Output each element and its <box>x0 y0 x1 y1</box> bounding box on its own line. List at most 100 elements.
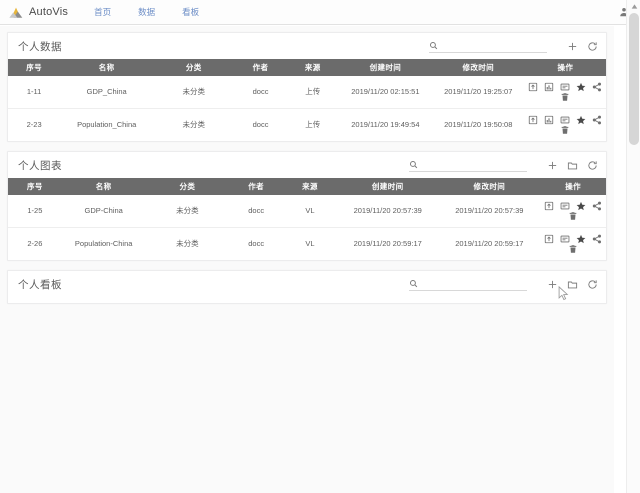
folder-button-personal-dashboard[interactable] <box>567 279 578 290</box>
upload-icon[interactable] <box>544 201 554 211</box>
section-personal-data: 个人数据 序号 名称 <box>7 32 607 142</box>
col-index: 序号 <box>8 59 61 76</box>
add-button-personal-data[interactable] <box>567 41 578 52</box>
cell-created: 2019/11/20 20:59:17 <box>353 238 422 248</box>
upload-icon[interactable] <box>528 115 538 125</box>
search-icon <box>410 280 418 288</box>
cell-index: 1-11 <box>8 76 61 109</box>
upload-icon[interactable] <box>528 82 538 92</box>
scrollbar-up-arrow[interactable] <box>627 0 640 13</box>
cell-index: 2-26 <box>27 238 43 248</box>
cell-source[interactable]: 上传 <box>305 119 321 129</box>
cell-operations <box>540 195 606 228</box>
delete-icon[interactable] <box>568 211 578 221</box>
nav-link-data[interactable]: 数据 <box>138 7 156 17</box>
bar-chart-icon[interactable] <box>544 82 554 92</box>
delete-icon[interactable] <box>568 244 578 254</box>
personal-dashboard-search[interactable] <box>409 277 527 291</box>
nav-links: 首页 数据 看板 <box>94 6 199 18</box>
personal-dashboard-search-input[interactable] <box>421 279 527 288</box>
cell-category: 未分类 <box>153 76 235 109</box>
col-category: 分类 <box>153 59 235 76</box>
table-row[interactable]: 1-25 GDP-China 未分类 docc VL 2019/11/20 20… <box>8 195 606 228</box>
section-personal-charts: 个人图表 <box>7 151 607 261</box>
section-personal-dashboard: 个人看板 <box>7 270 607 304</box>
brand[interactable]: AutoVis <box>9 6 68 19</box>
folder-button-personal-charts[interactable] <box>567 160 578 171</box>
operations-group <box>542 201 604 221</box>
personal-charts-table: 序号 名称 分类 作者 来源 创建时间 修改时间 操作 1-25 GDP-Chi… <box>8 178 606 260</box>
cell-modified: 2019/11/20 19:25:07 <box>431 76 525 109</box>
nav-link-home[interactable]: 首页 <box>94 7 112 17</box>
operations-group <box>528 115 602 135</box>
refresh-button-personal-charts[interactable] <box>587 160 598 171</box>
operations-group <box>542 234 604 254</box>
cell-source: VL <box>305 238 315 248</box>
table-row[interactable]: 1-11 GDP_China 未分类 docc 上传 2019/11/20 02… <box>8 76 606 109</box>
personal-charts-search[interactable] <box>409 158 527 172</box>
star-icon[interactable] <box>576 82 586 92</box>
cell-created: 2019/11/20 02:15:51 <box>338 76 432 109</box>
star-icon[interactable] <box>576 201 586 211</box>
personal-data-table-body: 1-11 GDP_China 未分类 docc 上传 2019/11/20 02… <box>8 76 606 141</box>
delete-icon[interactable] <box>560 92 570 102</box>
share-icon[interactable] <box>592 234 602 244</box>
personal-dashboard-empty-body <box>8 297 606 303</box>
personal-data-search-input[interactable] <box>441 41 547 50</box>
comment-icon[interactable] <box>560 82 570 92</box>
vertical-scrollbar[interactable] <box>626 0 640 493</box>
nav-link-dashboard[interactable]: 看板 <box>182 7 200 17</box>
personal-charts-table-head: 序号 名称 分类 作者 来源 创建时间 修改时间 操作 <box>8 178 606 195</box>
col-category: 分类 <box>145 178 230 195</box>
page-content: 个人数据 序号 名称 <box>0 26 614 493</box>
table-row[interactable]: 2-23 Population_China 未分类 docc 上传 2019/1… <box>8 109 606 142</box>
cell-index: 2-23 <box>26 119 42 129</box>
col-operations: 操作 <box>524 59 606 76</box>
personal-dashboard-header: 个人看板 <box>8 271 606 297</box>
share-icon[interactable] <box>592 115 602 125</box>
comment-icon[interactable] <box>560 115 570 125</box>
comment-icon[interactable] <box>560 201 570 211</box>
cell-name: GDP_China <box>60 76 154 109</box>
col-name: 名称 <box>60 59 154 76</box>
col-modified: 修改时间 <box>438 178 541 195</box>
personal-data-table: 序号 名称 分类 作者 来源 创建时间 修改时间 操作 1-11 GDP_Chi… <box>8 59 606 141</box>
scrollbar-thumb[interactable] <box>629 13 639 145</box>
col-name: 名称 <box>61 178 146 195</box>
cell-name: Population-China <box>74 238 133 248</box>
cell-category: 未分类 <box>182 119 206 129</box>
col-operations: 操作 <box>540 178 606 195</box>
cell-category: 未分类 <box>145 195 230 228</box>
personal-charts-search-input[interactable] <box>421 160 527 169</box>
personal-data-header: 个人数据 <box>8 33 606 59</box>
cell-operations <box>524 76 606 109</box>
refresh-button-personal-dashboard[interactable] <box>587 279 598 290</box>
account-person-icon[interactable] <box>618 6 630 18</box>
share-icon[interactable] <box>592 82 602 92</box>
personal-charts-header: 个人图表 <box>8 152 606 178</box>
upload-icon[interactable] <box>544 234 554 244</box>
col-author: 作者 <box>229 178 284 195</box>
cell-author: docc <box>252 119 269 129</box>
col-source: 来源 <box>283 178 337 195</box>
operations-group <box>528 82 602 102</box>
share-icon[interactable] <box>592 201 602 211</box>
star-icon[interactable] <box>576 115 586 125</box>
cell-category: 未分类 <box>176 238 199 248</box>
comment-icon[interactable] <box>560 234 570 244</box>
refresh-button-personal-data[interactable] <box>587 41 598 52</box>
star-icon[interactable] <box>576 234 586 244</box>
cell-author: docc <box>229 195 284 228</box>
table-row[interactable]: 2-26 Population-China 未分类 docc VL 2019/1… <box>8 228 606 261</box>
col-index: 序号 <box>8 178 62 195</box>
personal-data-table-head: 序号 名称 分类 作者 来源 创建时间 修改时间 操作 <box>8 59 606 76</box>
cell-modified: 2019/11/20 20:57:39 <box>438 195 541 228</box>
bar-chart-icon[interactable] <box>544 115 554 125</box>
add-button-personal-charts[interactable] <box>547 160 558 171</box>
cell-source[interactable]: 上传 <box>286 76 339 109</box>
col-created: 创建时间 <box>338 59 432 76</box>
personal-data-search[interactable] <box>429 39 547 53</box>
add-button-personal-dashboard[interactable] <box>547 279 558 290</box>
delete-icon[interactable] <box>560 125 570 135</box>
col-author: 作者 <box>234 59 287 76</box>
